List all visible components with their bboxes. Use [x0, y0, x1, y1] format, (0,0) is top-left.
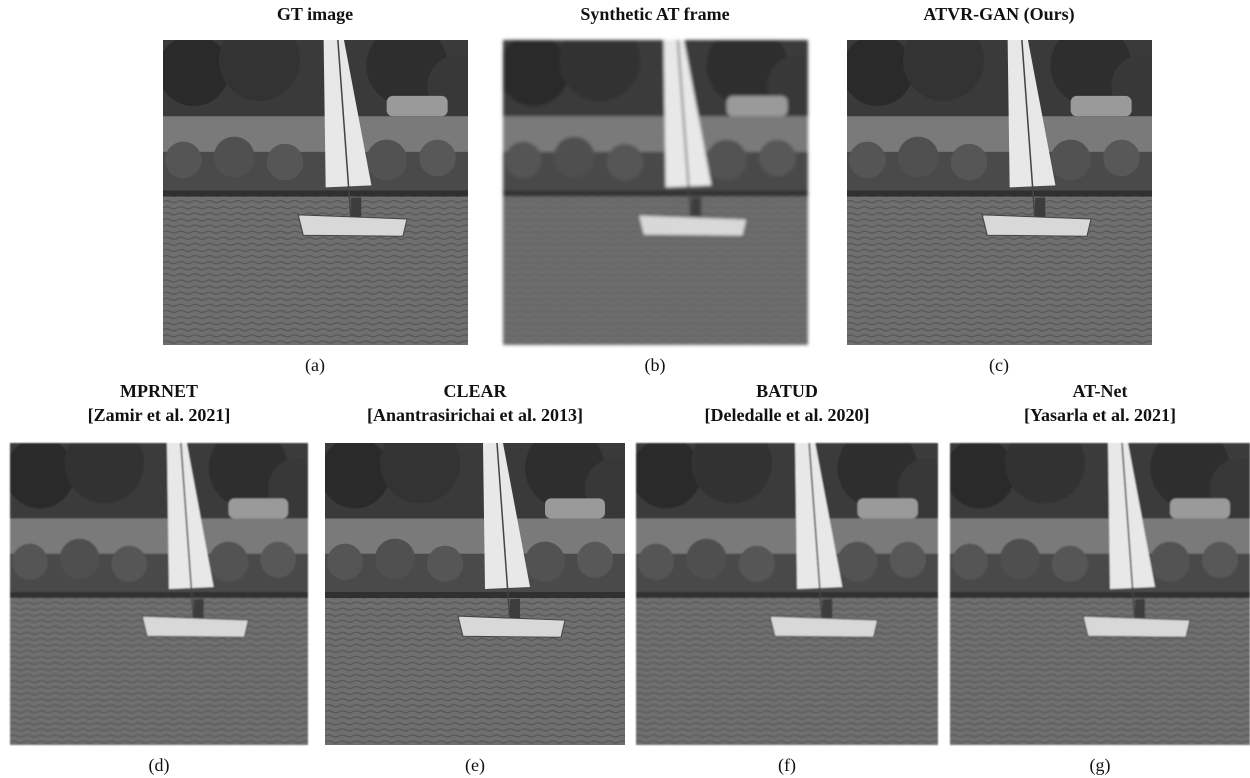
panel-label: (c) — [989, 355, 1009, 376]
panel-title: Synthetic AT frame — [580, 4, 729, 24]
panel-citation: [Deledalle et al. 2020] — [705, 405, 870, 425]
panel-image — [5, 423, 328, 745]
panel-title: CLEAR — [443, 381, 507, 401]
panel-image — [631, 423, 958, 745]
panel-image — [158, 20, 488, 345]
panel-image — [842, 20, 1172, 345]
panel-title: AT-Net — [1073, 381, 1128, 401]
panel-image — [945, 423, 1250, 745]
panel-title: GT image — [277, 4, 353, 24]
panel-label: (e) — [465, 755, 485, 776]
panel-image — [320, 423, 645, 745]
panel-title: BATUD — [756, 381, 818, 401]
panel-citation: [Zamir et al. 2021] — [88, 405, 231, 425]
panel-citation: [Anantrasirichai et al. 2013] — [367, 405, 583, 425]
panel-label: (f) — [778, 755, 796, 776]
panel-title: MPRNET — [120, 381, 198, 401]
figure: GT image Synthetic AT frame ATVR-GAN (Ou… — [0, 0, 1250, 778]
panel-image — [498, 20, 828, 345]
panel-label: (b) — [645, 355, 666, 376]
panel-label: (g) — [1090, 755, 1111, 776]
panel-label: (d) — [149, 755, 170, 776]
panel-citation: [Yasarla et al. 2021] — [1024, 405, 1176, 425]
panel-label: (a) — [305, 355, 325, 376]
panel-title: ATVR-GAN (Ours) — [923, 4, 1074, 25]
